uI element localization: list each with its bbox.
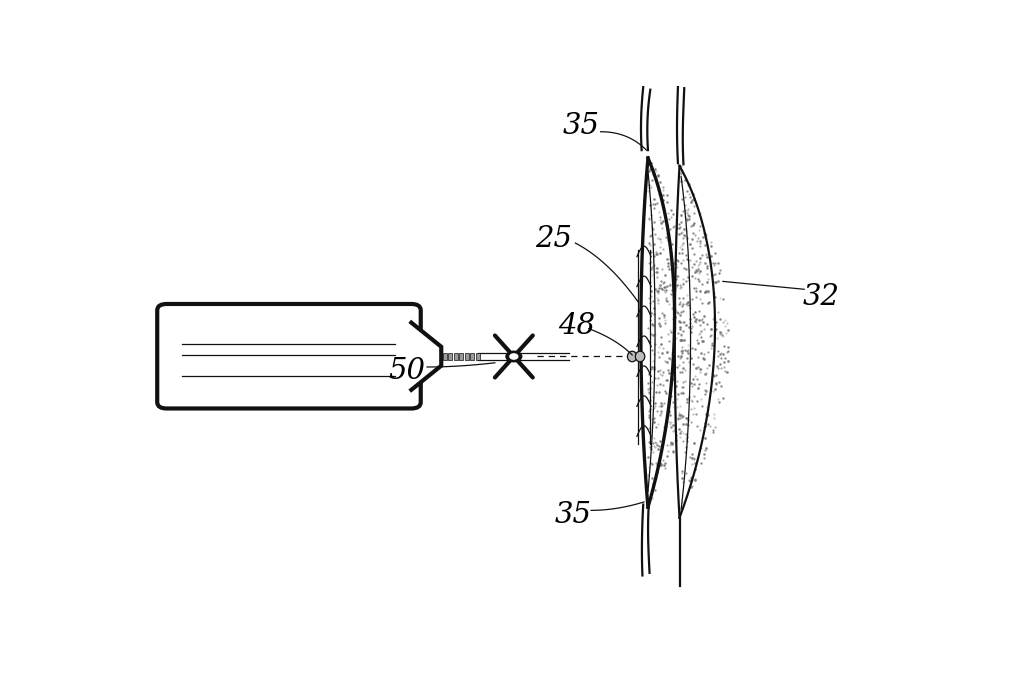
Bar: [459, 353, 463, 360]
Text: 50: 50: [389, 357, 426, 385]
Text: 35: 35: [562, 113, 600, 140]
Text: 48: 48: [559, 312, 596, 340]
Polygon shape: [409, 321, 441, 391]
Bar: [454, 353, 458, 360]
Ellipse shape: [627, 351, 637, 361]
Ellipse shape: [635, 351, 644, 361]
Bar: [470, 353, 474, 360]
Circle shape: [510, 354, 518, 359]
Circle shape: [506, 351, 521, 361]
Bar: [443, 353, 447, 360]
FancyBboxPatch shape: [157, 304, 420, 409]
Text: 25: 25: [534, 225, 572, 254]
Bar: [448, 353, 452, 360]
Text: 32: 32: [803, 283, 840, 311]
Bar: [465, 353, 469, 360]
Text: 35: 35: [555, 501, 591, 529]
Bar: [476, 353, 479, 360]
